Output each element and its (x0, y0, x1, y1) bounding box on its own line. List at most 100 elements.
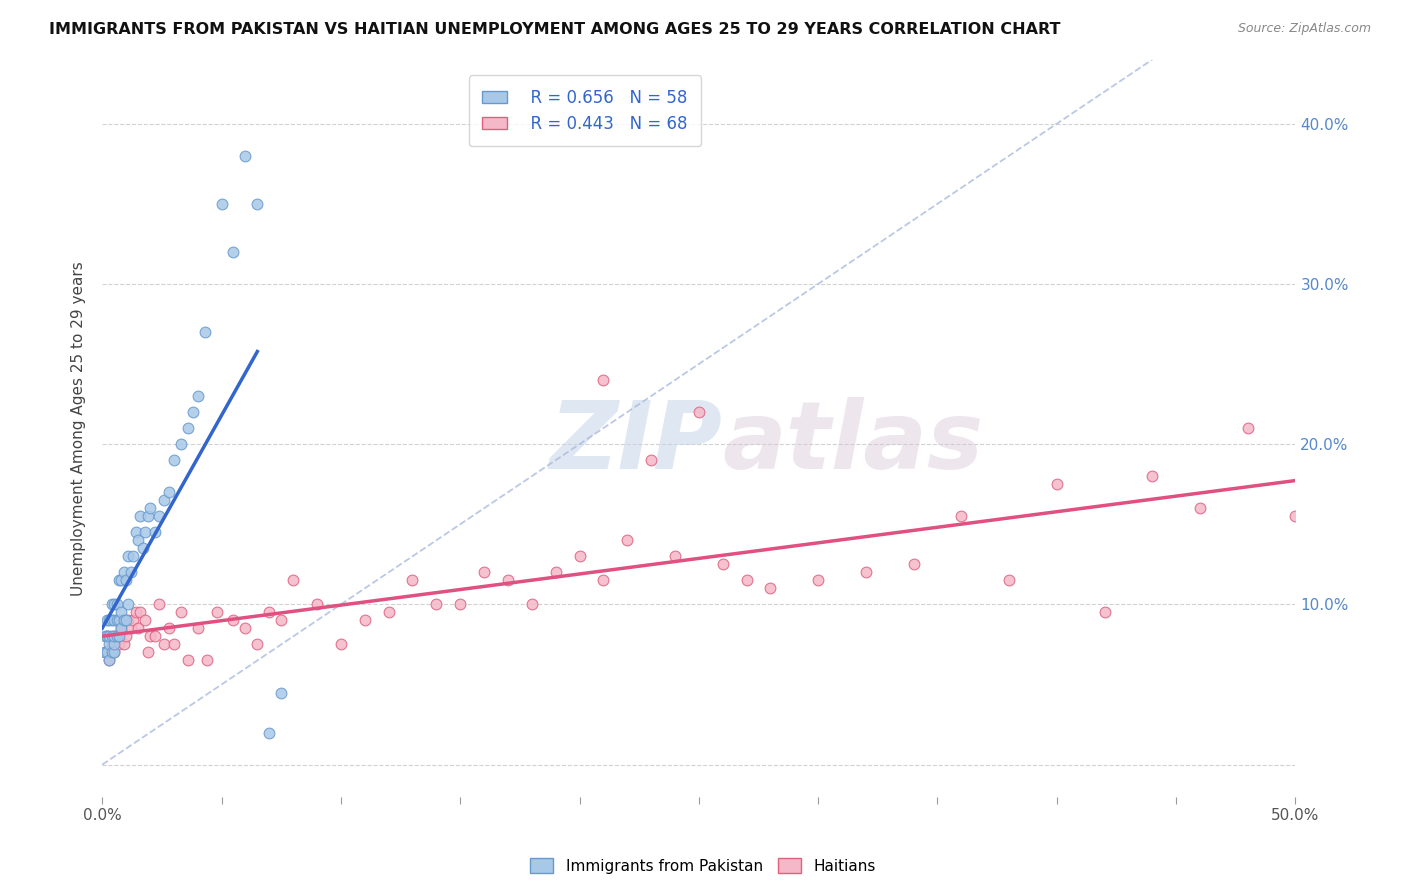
Point (117, 598, 139, 612)
Legend:   R = 0.656   N = 58,   R = 0.443   N = 68: R = 0.656 N = 58, R = 0.443 N = 68 (468, 75, 702, 146)
Point (108, 574, 131, 588)
Point (950, 509, 973, 524)
Point (98, 653, 121, 667)
Point (246, 196, 269, 211)
Point (270, 685, 292, 699)
Point (664, 549, 686, 564)
Point (353, 614, 375, 628)
Text: atlas: atlas (723, 397, 984, 489)
Point (377, 606, 399, 620)
Point (170, 437, 193, 451)
Point (711, 558, 734, 572)
Point (205, 606, 228, 620)
Point (98, 637, 121, 651)
Point (153, 493, 176, 508)
Point (520, 598, 543, 612)
Point (195, 653, 218, 667)
Point (235, 149, 257, 163)
Point (100, 637, 122, 651)
Point (592, 574, 614, 588)
Point (544, 566, 567, 580)
Point (136, 509, 159, 524)
Point (110, 574, 132, 588)
Point (143, 525, 166, 540)
Point (998, 574, 1021, 588)
Y-axis label: Unemployment Among Ages 25 to 29 years: Unemployment Among Ages 25 to 29 years (72, 260, 86, 596)
Point (103, 614, 125, 628)
Point (98, 629, 121, 643)
Point (110, 622, 132, 636)
Point (472, 566, 495, 580)
Point (807, 574, 830, 588)
Point (270, 614, 292, 628)
Point (98, 653, 121, 667)
Point (108, 629, 131, 643)
Point (96, 614, 118, 628)
Point (181, 405, 204, 419)
Point (103, 645, 125, 659)
Point (194, 325, 217, 339)
Point (127, 533, 149, 548)
Point (93, 629, 115, 643)
Point (329, 637, 352, 651)
Point (105, 614, 128, 628)
Point (105, 598, 128, 612)
Point (187, 389, 209, 403)
Point (96, 629, 118, 643)
Point (688, 405, 710, 419)
Text: Source: ZipAtlas.com: Source: ZipAtlas.com (1237, 22, 1371, 36)
Point (568, 549, 591, 564)
Point (259, 606, 281, 620)
Point (120, 566, 142, 580)
Point (177, 421, 200, 435)
Point (120, 622, 142, 636)
Point (100, 629, 122, 643)
Point (903, 558, 925, 572)
Text: ZIP: ZIP (550, 397, 723, 489)
Point (855, 566, 877, 580)
Point (148, 509, 170, 524)
Point (735, 574, 758, 588)
Point (1236, 421, 1258, 435)
Point (124, 606, 146, 620)
Point (129, 509, 152, 524)
Point (105, 614, 128, 628)
Point (110, 622, 132, 636)
Point (103, 629, 125, 643)
Point (132, 541, 155, 556)
Point (1284, 509, 1306, 524)
Point (112, 637, 135, 651)
Point (425, 598, 447, 612)
Point (124, 525, 146, 540)
Point (305, 598, 328, 612)
Point (177, 653, 200, 667)
Point (592, 373, 614, 387)
Point (222, 244, 245, 259)
Point (281, 574, 304, 588)
Point (108, 637, 131, 651)
Point (96, 629, 118, 643)
Point (115, 614, 138, 628)
Point (640, 453, 662, 467)
Point (259, 725, 281, 739)
Point (129, 606, 152, 620)
Point (100, 598, 122, 612)
Point (117, 614, 139, 628)
Point (93, 645, 115, 659)
Text: IMMIGRANTS FROM PAKISTAN VS HAITIAN UNEMPLOYMENT AMONG AGES 25 TO 29 YEARS CORRE: IMMIGRANTS FROM PAKISTAN VS HAITIAN UNEM… (49, 22, 1060, 37)
Point (103, 645, 125, 659)
Point (112, 566, 135, 580)
Point (136, 645, 159, 659)
Point (98, 614, 121, 628)
Point (170, 606, 193, 620)
Point (153, 637, 176, 651)
Point (1188, 501, 1211, 516)
Point (157, 485, 180, 500)
Point (103, 598, 125, 612)
Point (96, 645, 118, 659)
Point (105, 629, 128, 643)
Point (1094, 606, 1116, 620)
Point (211, 196, 233, 211)
Point (235, 622, 257, 636)
Point (139, 629, 162, 643)
